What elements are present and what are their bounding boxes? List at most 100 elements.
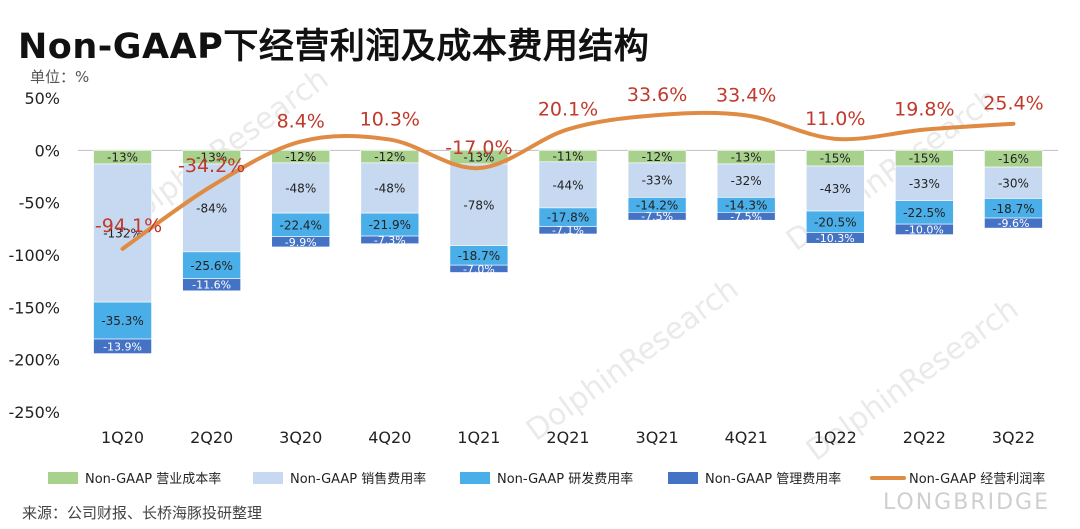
- bar-label-rd: -18.7%: [992, 202, 1034, 216]
- brand-watermark: LONGBRIDGE: [882, 490, 1050, 515]
- bar-label-rd: -25.6%: [190, 259, 232, 273]
- line-label: 19.8%: [894, 99, 954, 121]
- bar-label-sales: -78%: [463, 198, 494, 212]
- bar-admin: [360, 235, 420, 244]
- bar-label-cost: -15%: [909, 152, 940, 166]
- x-tick-label: 2Q21: [546, 428, 589, 447]
- x-tick-label: 3Q20: [279, 428, 322, 447]
- bar-sales: [984, 166, 1043, 199]
- bar-sales: [182, 163, 241, 253]
- line-label: -34.2%: [178, 155, 245, 177]
- bar-label-rd: -17.8%: [547, 211, 589, 225]
- y-tick-label: 0%: [35, 141, 60, 160]
- bar-admin: [716, 212, 776, 221]
- bar-sales: [895, 165, 954, 201]
- bar-label-cost: -16%: [998, 152, 1029, 166]
- legend-label: Non-GAAP 管理费用率: [705, 471, 841, 487]
- bar-label-sales: -43%: [820, 182, 851, 196]
- bar-admin: [895, 223, 954, 235]
- bar-label-sales: -33%: [642, 174, 673, 188]
- bar-label-cost: -13%: [196, 151, 227, 165]
- y-tick-label: -100%: [8, 246, 60, 265]
- bar-label-sales: -30%: [998, 176, 1029, 190]
- bar-label-sales: -44%: [552, 178, 583, 192]
- bar-admin: [271, 236, 331, 248]
- bar-label-cost: -12%: [285, 150, 316, 164]
- bar-label-cost: -13%: [107, 151, 138, 165]
- legend-label: Non-GAAP 研发费用率: [497, 471, 633, 487]
- bar-admin: [984, 217, 1043, 229]
- legend-swatch-cost: [48, 472, 78, 484]
- bar-rd: [93, 301, 152, 340]
- bar-label-admin: -7.5%: [641, 210, 673, 223]
- bar-label-rd: -22.5%: [903, 206, 945, 220]
- bar-label-sales: -84%: [196, 201, 227, 215]
- x-tick-label: 2Q22: [903, 428, 946, 447]
- bar-admin: [805, 232, 865, 244]
- x-tick-label: 1Q22: [814, 428, 857, 447]
- line-operating-margin: [120, 110, 1016, 251]
- bar-label-rd: -21.9%: [369, 218, 411, 232]
- line-label: 8.4%: [277, 111, 325, 133]
- unit-label: 单位：%: [30, 68, 90, 86]
- line-label: 20.1%: [538, 98, 598, 120]
- y-tick-label: -150%: [8, 298, 60, 317]
- bar-admin: [93, 338, 152, 354]
- bar-admin: [627, 211, 687, 221]
- x-tick-label: 3Q21: [636, 428, 679, 447]
- line-label: 11.0%: [805, 108, 865, 130]
- bar-label-sales: -33%: [909, 177, 940, 191]
- x-tick-label: 1Q20: [101, 428, 144, 447]
- bar-label-admin: -9.6%: [997, 217, 1029, 230]
- legend-swatch-sales: [253, 472, 283, 484]
- bar-label-cost: -12%: [374, 150, 405, 164]
- bar-label-rd: -20.5%: [814, 215, 856, 229]
- line-label: 33.6%: [627, 84, 687, 106]
- bar-label-cost: -13%: [463, 151, 494, 165]
- bar-label-admin: -11.6%: [192, 279, 231, 292]
- line-label: -94.1%: [95, 215, 162, 237]
- bar-sales: [538, 161, 598, 209]
- bar-sales: [805, 165, 865, 212]
- bar-label-cost: -15%: [820, 152, 851, 166]
- source-note: 来源：公司财报、长桥海豚投研整理: [22, 504, 263, 522]
- x-tick-label: 1Q21: [457, 428, 500, 447]
- x-tick-label: 4Q20: [368, 428, 411, 447]
- bar-label-admin: -10.3%: [816, 232, 855, 245]
- bar-label-admin: -7.3%: [374, 234, 406, 247]
- x-tick-label: 2Q20: [190, 428, 233, 447]
- bar-admin: [538, 226, 598, 235]
- bar-label-admin: -7.0%: [463, 263, 495, 276]
- legend-swatch-rd: [460, 472, 490, 484]
- line-label: 10.3%: [360, 109, 420, 131]
- bar-label-rd: -14.2%: [636, 198, 678, 212]
- bar-label-sales: -132%: [103, 227, 142, 241]
- line-label: 33.4%: [716, 84, 776, 106]
- bar-label-admin: -7.5%: [730, 210, 762, 223]
- legend-swatch-admin: [668, 472, 698, 484]
- bar-label-rd: -35.3%: [101, 314, 143, 328]
- legend-label: Non-GAAP 经营利润率: [909, 471, 1045, 487]
- bar-label-cost: -12%: [642, 150, 673, 164]
- bar-sales: [449, 163, 509, 246]
- bar-sales: [716, 163, 776, 198]
- bar-label-rd: -18.7%: [458, 249, 500, 263]
- bar-label-cost: -11%: [552, 150, 583, 164]
- bar-rd: [182, 251, 241, 279]
- y-tick-label: -50%: [19, 194, 60, 213]
- bar-label-admin: -9.9%: [285, 236, 317, 249]
- bar-admin: [449, 264, 509, 273]
- legend-label: Non-GAAP 营业成本率: [85, 471, 221, 487]
- chart-title: Non-GAAP下经营利润及成本费用结构: [18, 27, 650, 67]
- bar-label-sales: -48%: [374, 182, 405, 196]
- bar-label-sales: -48%: [285, 182, 316, 196]
- y-tick-label: -250%: [8, 403, 60, 422]
- bar-label-admin: -7.1%: [552, 224, 584, 237]
- bar-sales: [271, 162, 331, 214]
- bar-label-rd: -14.3%: [725, 198, 767, 212]
- bar-admin: [182, 278, 241, 292]
- line-label: -17.0%: [445, 137, 512, 159]
- legend-label: Non-GAAP 销售费用率: [290, 471, 426, 487]
